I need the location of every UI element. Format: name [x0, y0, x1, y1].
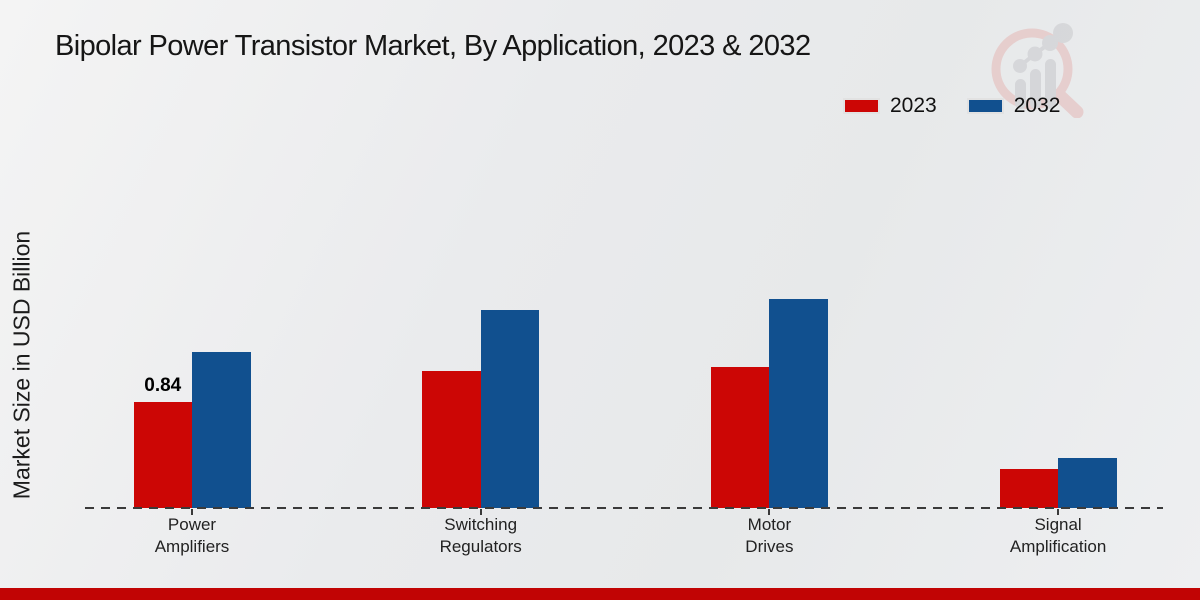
- bar-2023-4: [999, 468, 1059, 508]
- category-label: Switching Regulators: [439, 515, 522, 556]
- category-label: Signal Amplification: [1009, 515, 1107, 556]
- bar-2023-1: [133, 402, 192, 508]
- footer-red-band: [0, 588, 1200, 600]
- x-axis-baseline: [85, 507, 1163, 509]
- bar-2032-4: [1058, 457, 1117, 508]
- chart-title: Bipolar Power Transistor Market, By Appl…: [55, 30, 811, 62]
- magnifier-chart-logo-icon: [991, 23, 1084, 118]
- x-axis-tick: [191, 509, 193, 515]
- bar-2032-3: [769, 298, 828, 508]
- legend-item-2023: 2023: [843, 94, 937, 118]
- legend-item-2032: 2032: [966, 94, 1061, 118]
- x-axis-tick: [479, 509, 482, 515]
- bar-2023-2: [422, 370, 481, 508]
- bar-2032-1: [192, 351, 251, 508]
- legend-label-2023: 2023: [890, 94, 937, 117]
- x-axis-tick: [768, 509, 771, 515]
- legend-swatch-2032: [966, 98, 1004, 114]
- category-label: Motor Drives: [745, 515, 794, 556]
- category-label: Power Amplifiers: [154, 515, 230, 556]
- legend: 2023 2032: [843, 94, 1060, 118]
- bar-2032-2: [480, 310, 540, 508]
- x-axis-tick: [1057, 509, 1060, 515]
- bar-value-label: 0.84: [144, 375, 182, 397]
- legend-label-2032: 2032: [1013, 94, 1061, 117]
- bar-2023-3: [710, 366, 770, 508]
- legend-swatch-2023: [843, 98, 880, 114]
